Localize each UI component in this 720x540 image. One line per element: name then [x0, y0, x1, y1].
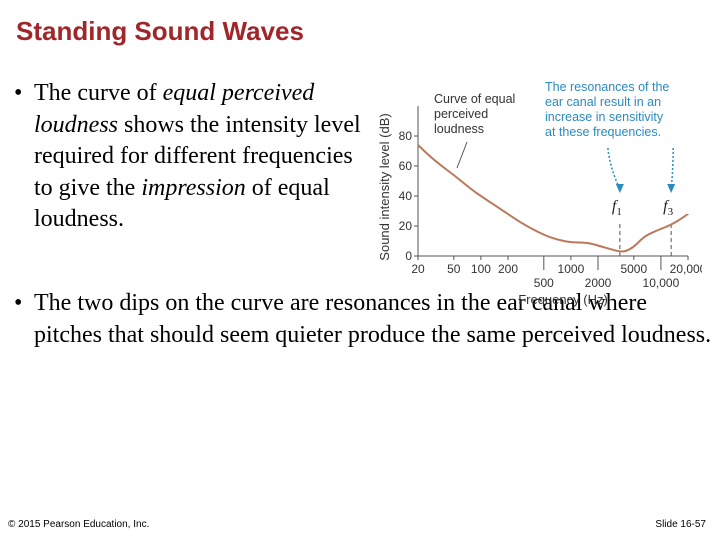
x-tick-label: 100 — [471, 262, 491, 276]
resonance-annotation-line: at these frequencies. — [545, 125, 661, 139]
resonance-annotation-line: ear canal result in an — [545, 95, 661, 109]
resonance-arrow-f3 — [670, 147, 674, 190]
x-tick-label: 50 — [447, 262, 461, 276]
bullet-text: The curve of equal perceived loudness sh… — [34, 80, 361, 232]
x-tick-label: 5000 — [620, 262, 647, 276]
arrow-head-f1 — [615, 184, 624, 193]
curve-annotation-line: Curve of equal — [434, 92, 515, 106]
loudness-chart: 02040608020501002001000500020,0005002000… — [377, 80, 702, 307]
x-tick-label-lower: 2000 — [585, 276, 612, 290]
x-tick-label: 20,000 — [670, 262, 702, 276]
slide-title: Standing Sound Waves — [16, 16, 304, 46]
copyright-notice: © 2015 Pearson Education, Inc. — [8, 519, 150, 530]
bullet-text: The two dips on the curve are resonances… — [34, 290, 712, 348]
y-tick-label: 40 — [399, 189, 413, 203]
y-tick-label: 80 — [399, 129, 413, 143]
curve-annotation-line: perceived — [434, 107, 488, 121]
x-tick-label: 200 — [498, 262, 518, 276]
resonance-annotation-line: increase in sensitivity — [545, 110, 664, 124]
resonance-annotation-line: The resonances of the — [545, 80, 669, 94]
dip-label-f3: f3 — [663, 198, 673, 218]
bullet-dot: • — [14, 290, 23, 316]
x-tick-label: 1000 — [558, 262, 585, 276]
x-tick-label-lower: 500 — [534, 276, 554, 290]
loudness-curve — [417, 144, 689, 253]
bullet-equal-loudness: • The curve of equal perceived loudness … — [14, 78, 366, 236]
x-tick-label: 20 — [411, 262, 425, 276]
x-axis-label: Frequency (Hz) — [518, 292, 608, 307]
curve-annotation-line: loudness — [434, 122, 484, 136]
resonance-arrow-f1 — [607, 147, 621, 190]
y-tick-label: 60 — [399, 159, 413, 173]
y-tick-label: 0 — [405, 249, 412, 263]
slide-number: Slide 16-57 — [655, 519, 706, 530]
bullet-resonances: • The two dips on the curve are resonanc… — [14, 288, 714, 351]
x-tick-label-lower: 10,000 — [643, 276, 680, 290]
y-tick-label: 20 — [399, 219, 413, 233]
curve-annotation-pointer — [456, 141, 468, 169]
arrow-head-f3 — [667, 184, 676, 193]
y-axis-label: Sound intensity level (dB) — [377, 113, 392, 260]
dip-label-f1: f1 — [612, 198, 622, 218]
bullet-dot: • — [14, 80, 23, 106]
